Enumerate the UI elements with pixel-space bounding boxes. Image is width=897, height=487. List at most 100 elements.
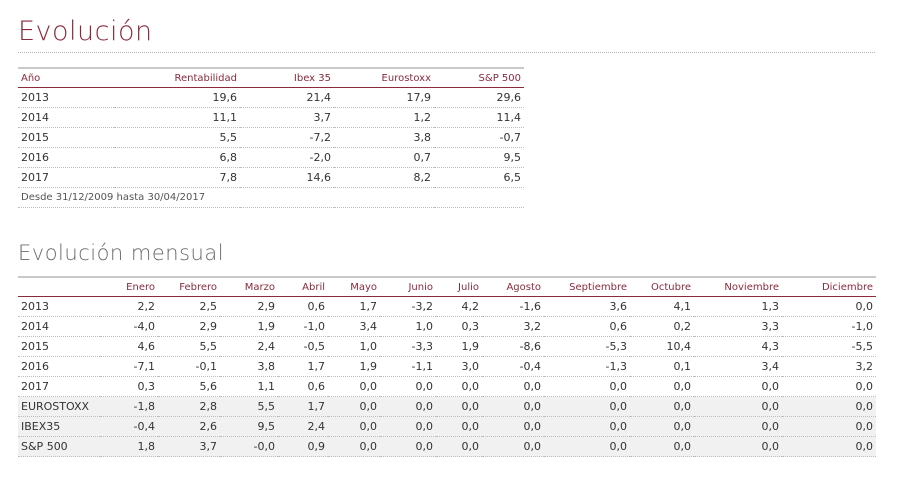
table-cell: 1,1 xyxy=(220,376,278,397)
table-cell: 0,0 xyxy=(544,376,630,397)
col-header-year: Año xyxy=(18,68,114,88)
col-header-month: Febrero xyxy=(158,277,220,297)
table-cell: 1,2 xyxy=(334,107,434,128)
table-cell: 0,0 xyxy=(694,436,782,457)
table-cell: 9,5 xyxy=(434,147,524,168)
table-cell: -1,3 xyxy=(544,356,630,377)
table-cell: 0,0 xyxy=(782,416,876,437)
col-header-month: Julio xyxy=(436,277,482,297)
table-cell: -0,4 xyxy=(100,416,158,437)
col-header-month: Abril xyxy=(278,277,328,297)
table-cell: 0,6 xyxy=(544,316,630,337)
col-header-month: Mayo xyxy=(328,277,380,297)
table-cell: 19,6 xyxy=(114,87,240,108)
table-cell: -5,5 xyxy=(782,336,876,357)
table-cell: 2,4 xyxy=(278,416,328,437)
annual-returns-table: Año Rentabilidad Ibex 35 Eurostoxx S&P 5… xyxy=(18,67,524,208)
monthly-returns-table: Enero Febrero Marzo Abril Mayo Junio Julio Agos… xyxy=(18,276,876,457)
page-title: Evolución xyxy=(18,16,153,47)
table-cell: 1,3 xyxy=(694,296,782,317)
table-cell: 0,0 xyxy=(380,376,436,397)
table-cell: -0,1 xyxy=(158,356,220,377)
table-cell: 0,7 xyxy=(334,147,434,168)
index-row: IBEX35 -0,4 2,6 9,5 2,4 0,0 0,0 0,0 0,0 0,0 0,0 0,0… xyxy=(18,416,876,437)
row-label: 2015 xyxy=(18,336,100,357)
row-label-year: 2013 xyxy=(18,87,114,108)
col-header-month: Marzo xyxy=(220,277,278,297)
table-cell: 0,0 xyxy=(544,436,630,457)
row-label-year: 2015 xyxy=(18,127,114,148)
table-cell: 0,0 xyxy=(782,396,876,417)
table-cell: 3,4 xyxy=(694,356,782,377)
table-cell: 0,6 xyxy=(278,376,328,397)
table-cell: 11,1 xyxy=(114,107,240,128)
table-cell: -1,0 xyxy=(278,316,328,337)
table-cell: 5,5 xyxy=(158,336,220,357)
table-cell: -8,6 xyxy=(482,336,544,357)
table-cell: -0,5 xyxy=(278,336,328,357)
table-cell: 3,3 xyxy=(694,316,782,337)
table-cell: 0,0 xyxy=(482,416,544,437)
table-row: 2015 5,5 -7,2 3,8 -0,7 xyxy=(18,127,524,148)
date-range-note-row: Desde 31/12/2009 hasta 30/04/2017 xyxy=(18,187,524,208)
table-cell: -1,6 xyxy=(482,296,544,317)
table-cell: 0,0 xyxy=(694,396,782,417)
table-cell: -7,2 xyxy=(240,127,334,148)
col-header-month: Enero xyxy=(100,277,158,297)
table-cell: 14,6 xyxy=(240,167,334,188)
table-cell: 1,0 xyxy=(380,316,436,337)
row-label-year: 2014 xyxy=(18,107,114,128)
table-cell: 0,3 xyxy=(436,316,482,337)
table-cell: 0,0 xyxy=(544,396,630,417)
table-cell: 3,7 xyxy=(240,107,334,128)
table-cell: 0,0 xyxy=(436,436,482,457)
table-cell: 1,7 xyxy=(328,296,380,317)
table-cell: 0,0 xyxy=(380,416,436,437)
table-cell: -3,2 xyxy=(380,296,436,317)
row-label: S&P 500 xyxy=(18,436,100,457)
table-cell: 6,5 xyxy=(434,167,524,188)
table-cell: 0,6 xyxy=(278,296,328,317)
table-cell: 9,5 xyxy=(220,416,278,437)
table-cell: 2,6 xyxy=(158,416,220,437)
table-cell: -1,1 xyxy=(380,356,436,377)
table-cell: 0,0 xyxy=(482,376,544,397)
table-row: 2014 11,1 3,7 1,2 11,4 xyxy=(18,107,524,128)
row-label: 2014 xyxy=(18,316,100,337)
table-cell: 8,2 xyxy=(334,167,434,188)
table-cell: 1,9 xyxy=(436,336,482,357)
table-cell: 0,1 xyxy=(630,356,694,377)
table-cell: 1,8 xyxy=(100,436,158,457)
table-row: 2016 -7,1 -0,1 3,8 1,7 1,9 -1,1 3,0 -0,4 -1,3 0,1 3… xyxy=(18,356,876,377)
table-row: 2013 2,2 2,5 2,9 0,6 1,7 -3,2 4,2 -1,6 3,6 4,1 1,3 0… xyxy=(18,296,876,317)
table-cell: 6,8 xyxy=(114,147,240,168)
table-cell: 0,0 xyxy=(380,396,436,417)
table-cell: 0,0 xyxy=(436,396,482,417)
col-header-month: Noviembre xyxy=(694,277,782,297)
table-cell: 2,9 xyxy=(220,296,278,317)
table-cell: 0,0 xyxy=(482,396,544,417)
title-divider xyxy=(18,52,875,53)
date-range-note: Desde 31/12/2009 hasta 30/04/2017 xyxy=(18,187,524,208)
table-cell: 7,8 xyxy=(114,167,240,188)
table-cell: 17,9 xyxy=(334,87,434,108)
table-cell: 4,3 xyxy=(694,336,782,357)
table-cell: 0,0 xyxy=(328,396,380,417)
table-row: 2014 -4,0 2,9 1,9 -1,0 3,4 1,0 0,3 3,2 0,6 0,2 3,3-… xyxy=(18,316,876,337)
table-cell: 0,0 xyxy=(328,436,380,457)
col-header-blank xyxy=(18,277,100,297)
table-cell: 4,2 xyxy=(436,296,482,317)
table-cell: 5,5 xyxy=(114,127,240,148)
table-cell: 2,4 xyxy=(220,336,278,357)
table-cell: 1,0 xyxy=(328,336,380,357)
table-cell: 0,0 xyxy=(482,436,544,457)
table-cell: 4,6 xyxy=(100,336,158,357)
monthly-header-row: Enero Febrero Marzo Abril Mayo Junio Julio Agos… xyxy=(18,277,876,297)
row-label: IBEX35 xyxy=(18,416,100,437)
table-cell: 11,4 xyxy=(434,107,524,128)
col-header-month: Diciembre xyxy=(782,277,876,297)
table-cell: 21,4 xyxy=(240,87,334,108)
row-label: 2016 xyxy=(18,356,100,377)
table-cell: 0,2 xyxy=(630,316,694,337)
table-cell: 1,9 xyxy=(328,356,380,377)
